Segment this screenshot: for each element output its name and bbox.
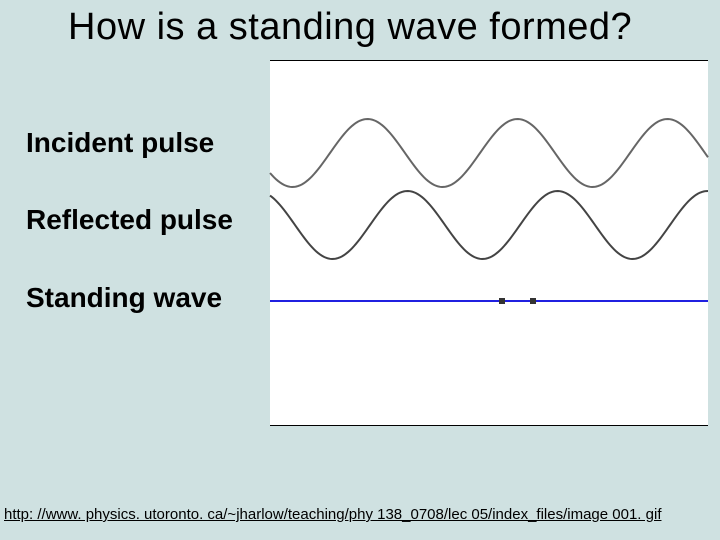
standing-marker-0 (499, 298, 505, 304)
label-reflected: Reflected pulse (26, 204, 233, 236)
wave-panel (270, 60, 708, 426)
citation-link[interactable]: http: //www. physics. utoronto. ca/~jhar… (4, 506, 661, 523)
label-incident: Incident pulse (26, 127, 214, 159)
slide-root: How is a standing wave formed? Incident … (0, 0, 720, 540)
slide-title: How is a standing wave formed? (68, 6, 632, 49)
standing-marker-1 (530, 298, 536, 304)
label-standing: Standing wave (26, 282, 222, 314)
incident-wave (270, 119, 708, 187)
reflected-wave (270, 191, 708, 259)
wave-svg (270, 61, 708, 427)
